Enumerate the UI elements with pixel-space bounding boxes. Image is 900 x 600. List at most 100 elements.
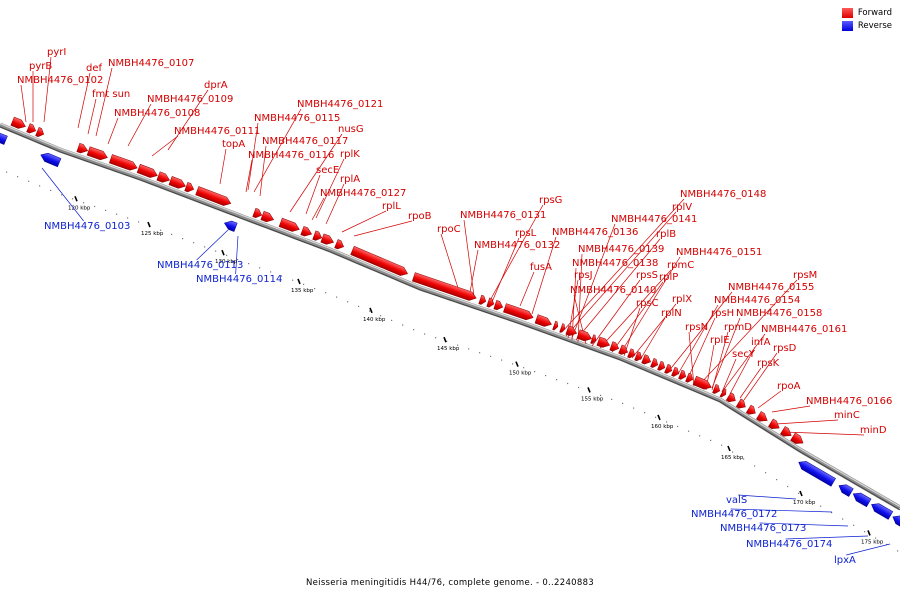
forward-gene-32 xyxy=(609,341,620,352)
leader-line xyxy=(688,331,695,387)
minor-tick xyxy=(479,352,481,354)
legend-label-forward: Forward xyxy=(857,8,892,18)
forward-gene-10 xyxy=(184,182,195,193)
minor-tick xyxy=(743,458,745,460)
minor-tick xyxy=(600,394,602,396)
gene-label-nmbh4476-0166: NMBH4476_0166 xyxy=(806,396,892,407)
minor-tick xyxy=(226,254,228,256)
minor-tick xyxy=(754,465,756,467)
forward-gene-35 xyxy=(634,351,643,362)
gene-label-secy: secY xyxy=(732,349,756,360)
forward-gene-36 xyxy=(641,354,652,365)
leader-line xyxy=(289,133,343,213)
forward-gene-47 xyxy=(735,398,746,409)
major-tick xyxy=(443,336,447,343)
minor-tick xyxy=(6,171,8,173)
minor-tick xyxy=(666,421,668,423)
major-tick xyxy=(74,195,78,202)
forward-gene-11 xyxy=(195,186,232,206)
leader-line xyxy=(757,390,782,409)
minor-tick xyxy=(688,430,690,432)
leader-line xyxy=(305,174,321,215)
minor-tick xyxy=(457,344,459,346)
leader-line xyxy=(247,122,259,191)
gene-label-nmbh4476-0107: NMBH4476_0107 xyxy=(108,58,194,69)
forward-gene-45 xyxy=(719,388,727,398)
gene-label-nmbh4476-0103: NMBH4476_0103 xyxy=(44,221,130,232)
minor-tick xyxy=(677,425,679,428)
leader-line xyxy=(677,304,719,375)
minor-tick xyxy=(633,407,635,409)
minor-tick xyxy=(446,340,448,342)
minor-tick xyxy=(138,221,140,223)
gene-label-rpmc: rpmC xyxy=(667,260,694,271)
gene-label-vals: valS xyxy=(726,495,747,506)
tick-label-170-kbp: 170 kbp xyxy=(793,500,816,506)
gene-label-def: def xyxy=(86,63,103,74)
leader-line xyxy=(599,269,672,349)
forward-gene-49 xyxy=(756,411,768,422)
minor-tick xyxy=(611,398,613,400)
forward-gene-28 xyxy=(565,325,578,336)
gene-label-nmbh4476-0141: NMBH4476_0141 xyxy=(611,214,697,225)
leader-line xyxy=(440,233,459,289)
minor-tick xyxy=(809,499,811,501)
leader-line xyxy=(783,431,865,436)
forward-gene-51 xyxy=(780,426,792,437)
minor-tick xyxy=(160,229,162,231)
minor-tick xyxy=(116,213,118,215)
figure-caption: Neisseria meningitidis H44/76, complete … xyxy=(305,578,595,588)
leader-line xyxy=(699,279,798,385)
minor-tick xyxy=(72,198,74,200)
leader-line xyxy=(95,67,113,137)
forward-gene-33 xyxy=(618,344,629,355)
minor-tick xyxy=(39,185,41,187)
gene-label-nmbh4476-0131: NMBH4476_0131 xyxy=(460,210,546,221)
leader-line xyxy=(743,352,778,401)
reverse-swatch xyxy=(841,21,853,31)
reverse-gene-7 xyxy=(871,503,894,520)
gene-label-minc: minC xyxy=(834,410,860,421)
major-tick xyxy=(587,387,591,393)
minor-tick xyxy=(864,531,866,533)
leader-line xyxy=(341,210,387,233)
minor-tick xyxy=(776,479,778,481)
tick-label-120-kbp: 120 kbp xyxy=(68,205,91,211)
forward-gene-21 xyxy=(478,294,487,305)
leader-line xyxy=(711,331,729,391)
legend-item-forward: Forward xyxy=(841,8,892,18)
forward-gene-52 xyxy=(790,432,804,444)
forward-gene-40 xyxy=(671,366,680,377)
minor-tick xyxy=(358,305,360,307)
minor-tick xyxy=(94,205,96,208)
gene-label-nmbh4476-0155: NMBH4476_0155 xyxy=(728,282,814,293)
minor-tick xyxy=(490,355,492,357)
forward-gene-23 xyxy=(493,300,504,311)
leader-line xyxy=(77,72,91,129)
tick-label-135-kbp: 135 kbp xyxy=(291,288,314,294)
forward-gene-31 xyxy=(596,336,611,348)
forward-gene-48 xyxy=(745,404,756,415)
gene-label-rpoa: rpoA xyxy=(777,381,801,392)
forward-swatch xyxy=(841,8,853,18)
leader-line xyxy=(491,237,520,303)
minor-tick xyxy=(644,412,646,414)
forward-gene-12 xyxy=(252,207,263,218)
forward-gene-39 xyxy=(664,363,673,374)
forward-gene-20 xyxy=(411,272,477,301)
minor-tick xyxy=(820,505,822,507)
gene-label-rpsj: rpsJ xyxy=(574,270,593,281)
reverse-gene-6 xyxy=(852,492,872,508)
gene-label-rpsn: rpsN xyxy=(685,322,708,333)
forward-gene-22 xyxy=(486,297,495,308)
gene-label-rpsh: rpsH xyxy=(711,308,734,319)
leader-line xyxy=(196,229,229,261)
leader-line xyxy=(565,211,677,337)
minor-tick xyxy=(237,258,239,261)
gene-label-topa: topA xyxy=(222,139,245,150)
minor-tick xyxy=(204,246,206,248)
major-tick xyxy=(297,278,301,285)
gene-label-nmbh4476-0102: NMBH4476_0102 xyxy=(17,75,103,86)
minor-tick xyxy=(28,180,30,182)
minor-tick xyxy=(292,279,294,281)
